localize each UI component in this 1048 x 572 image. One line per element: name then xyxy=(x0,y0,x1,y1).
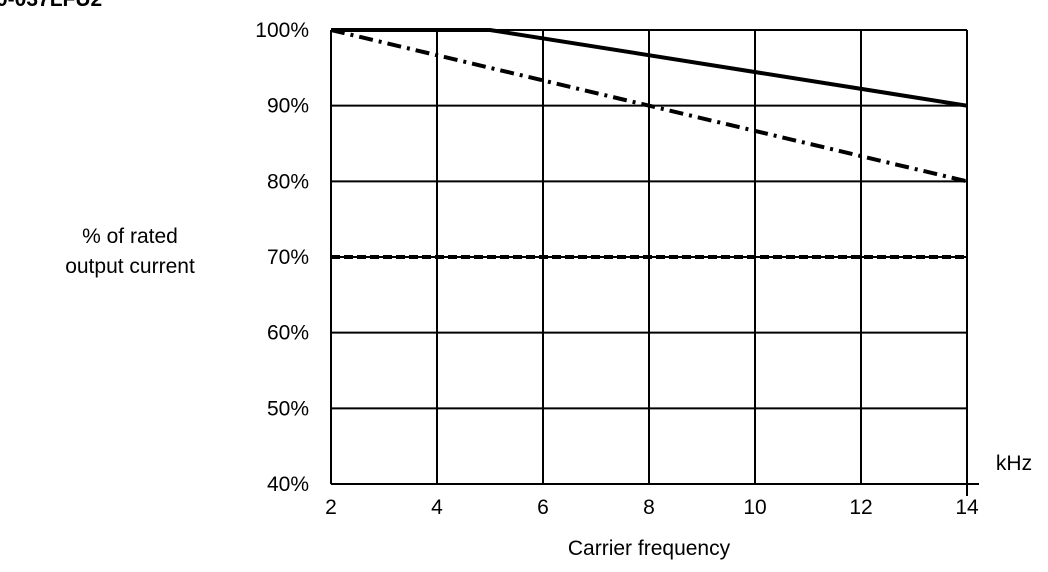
x-axis-label: Carrier frequency xyxy=(568,537,731,560)
y-tick-label: 50% xyxy=(267,397,309,420)
y-tick-label: 90% xyxy=(267,95,309,118)
x-tick-label: 6 xyxy=(537,496,549,519)
x-tick-label: 10 xyxy=(743,496,766,519)
y-axis-label: % of rated xyxy=(82,225,178,248)
y-tick-label: 40% xyxy=(267,473,309,496)
y-tick-label: 80% xyxy=(267,170,309,193)
y-tick-label: 70% xyxy=(267,246,309,269)
x-tick-label: 12 xyxy=(849,496,872,519)
series-line xyxy=(331,28,968,108)
x-tick-label: 2 xyxy=(325,496,337,519)
y-tick-label: 60% xyxy=(267,322,309,345)
series-line xyxy=(330,28,968,184)
y-axis-label: output current xyxy=(65,255,195,278)
x-unit-label: kHz xyxy=(996,452,1032,475)
x-tick-label: 4 xyxy=(431,496,443,519)
x-tick-label: 14 xyxy=(955,496,979,519)
chart-title: 0-037LFU2 xyxy=(0,0,102,11)
y-tick-label: 100% xyxy=(255,19,309,42)
x-tick-label: 8 xyxy=(643,496,655,519)
